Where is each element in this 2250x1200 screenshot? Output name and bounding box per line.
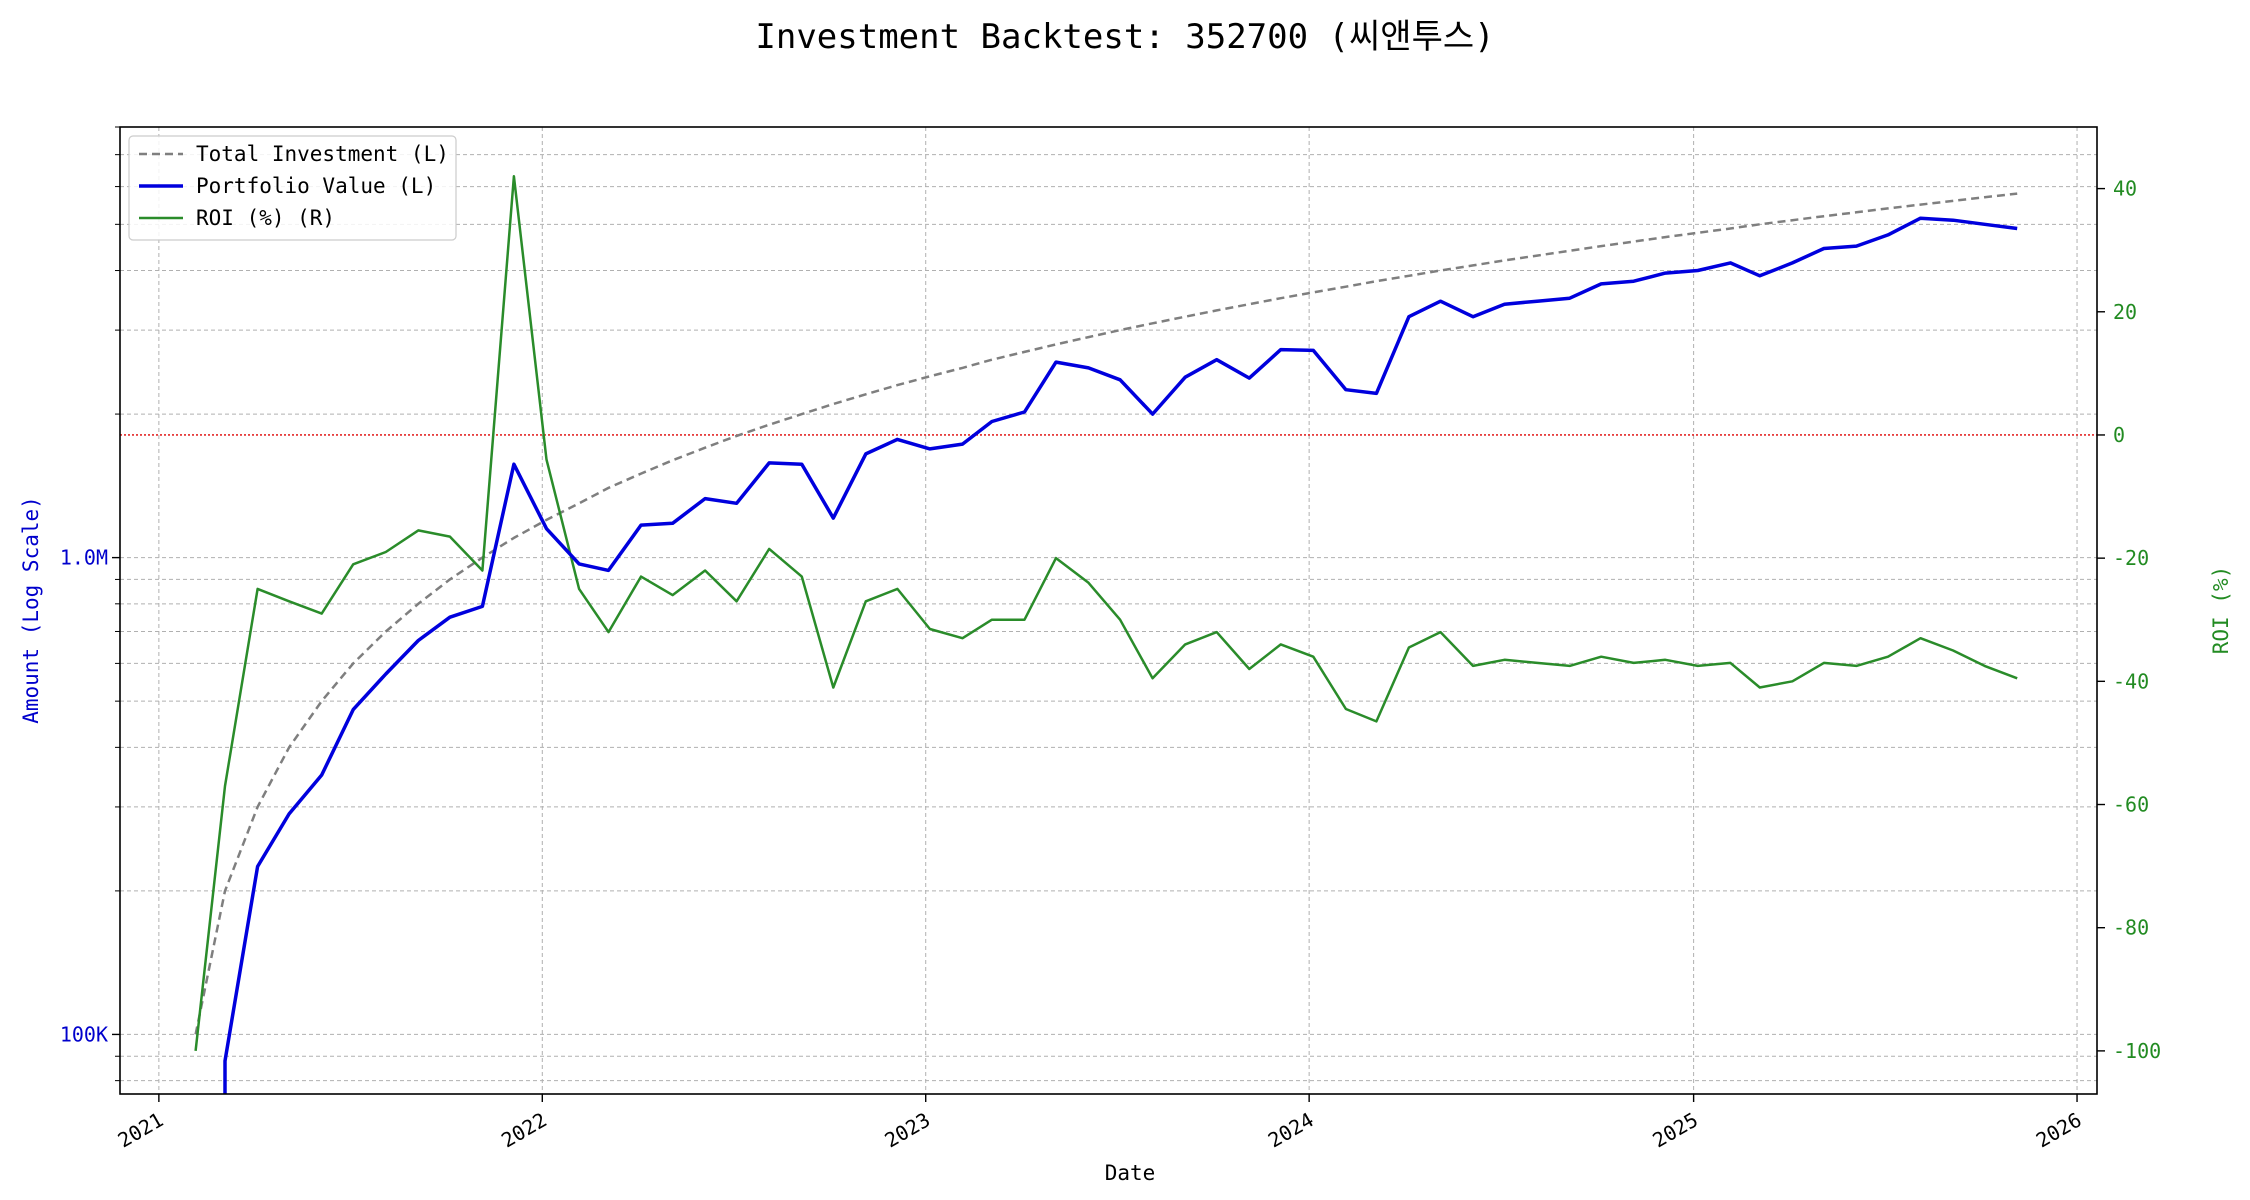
right-y-tick-label: -100 (2113, 1039, 2161, 1063)
left-y-tick-label: 1.0M (60, 546, 108, 570)
right-y-axis: -100 -80 -60 -40 -20 0 20 40 (2097, 177, 2161, 1063)
left-y-axis-label: Amount (Log Scale) (19, 496, 43, 724)
right-y-tick-label: 20 (2113, 300, 2137, 324)
legend-label-total-investment: Total Investment (L) (196, 142, 449, 166)
x-tick-label: 2022 (497, 1108, 551, 1153)
plot-frame (119, 126, 2098, 1095)
legend-box (128, 135, 457, 241)
x-axis-label: Date (1105, 1161, 1156, 1185)
x-tick-label: 2023 (880, 1108, 934, 1153)
right-y-tick-label: 0 (2113, 423, 2125, 447)
series-line-total-investment (194, 192, 2018, 1035)
right-y-tick-label: -80 (2113, 916, 2149, 940)
right-y-tick-label: 40 (2113, 177, 2137, 201)
x-tick-label: 2025 (1648, 1108, 1702, 1153)
right-y-tick-label: -40 (2113, 669, 2149, 693)
chart-title: Investment Backtest: 352700 (씨앤투스) (755, 17, 1494, 57)
legend-label-roi: ROI (%) (R) (196, 206, 335, 230)
x-tick-label: 2021 (114, 1108, 168, 1153)
left-y-axis: 100K 1.0M (60, 126, 120, 1082)
series-layer (194, 175, 2018, 1094)
series-line-portfolio-value (223, 216, 2018, 1094)
right-y-tick-label: -20 (2113, 546, 2149, 570)
x-axis: 2021 2022 2023 2024 2025 2026 (114, 1094, 2086, 1152)
right-y-tick-label: -60 (2113, 793, 2149, 817)
x-tick-label: 2024 (1264, 1108, 1318, 1153)
right-y-axis-label: ROI (%) (2209, 566, 2233, 655)
legend: Total Investment (L) Portfolio Value (L)… (128, 135, 457, 241)
series-line-roi (194, 175, 2018, 1052)
grid (120, 126, 2097, 1094)
x-tick-label: 2026 (2032, 1108, 2086, 1153)
legend-label-portfolio-value: Portfolio Value (L) (196, 174, 436, 198)
left-y-tick-label: 100K (60, 1022, 108, 1046)
